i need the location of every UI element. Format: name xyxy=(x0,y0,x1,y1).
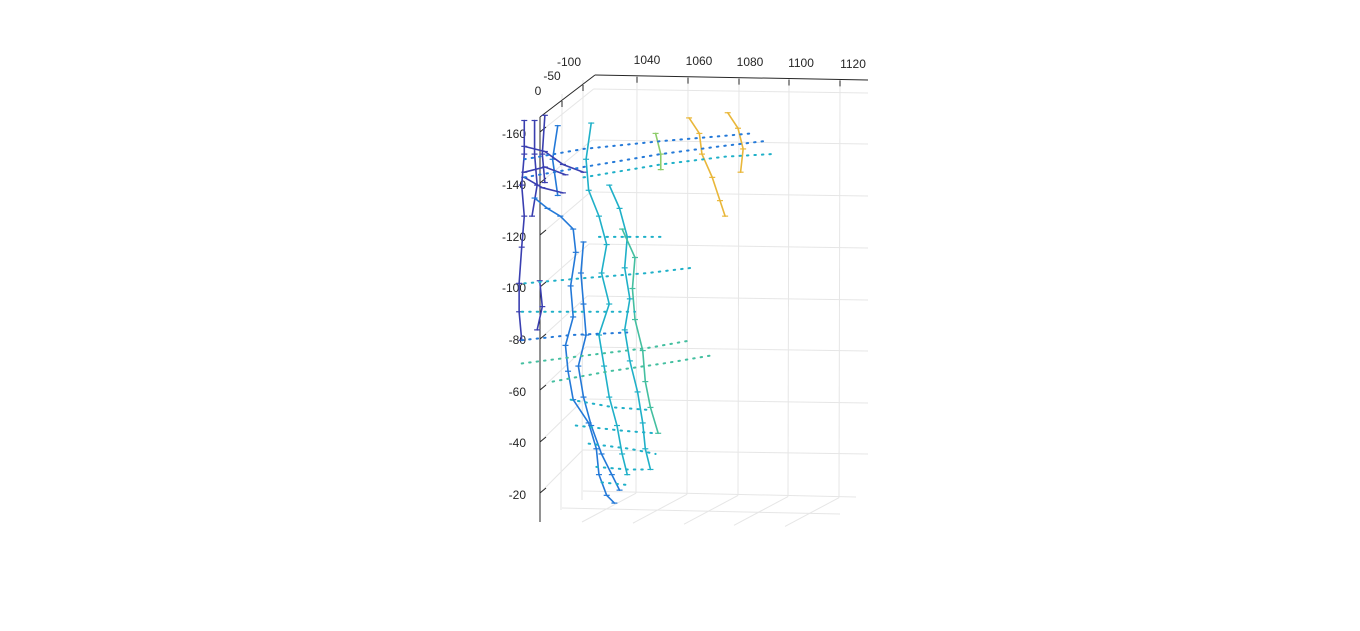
grid-line-z xyxy=(584,398,869,404)
y-tick-label: 0 xyxy=(535,84,542,98)
floor-grid-x xyxy=(784,497,840,527)
side-grid-z xyxy=(539,295,588,340)
grid-layer xyxy=(539,76,869,527)
z-tick-mark xyxy=(539,229,547,236)
floor-grid-x xyxy=(632,493,688,524)
y-axis-line xyxy=(539,74,596,118)
x-tick-label: 1120 xyxy=(840,57,866,71)
floor-grid-y xyxy=(561,507,841,515)
grid-line-x xyxy=(635,76,638,494)
series-line-22 xyxy=(520,331,629,342)
series-line-28 xyxy=(595,465,649,471)
floor-grid-y xyxy=(582,490,857,498)
grid-line-z xyxy=(590,191,869,197)
x-axis-line xyxy=(594,74,869,81)
grid-line-z xyxy=(593,88,869,94)
y-tick-label: -50 xyxy=(543,69,561,83)
series-line-2 xyxy=(541,114,546,184)
series-line-1 xyxy=(531,119,538,217)
grid-line-z xyxy=(588,243,869,249)
x-tick-label: 1080 xyxy=(737,55,764,69)
series-line-11 xyxy=(608,184,652,471)
series-line-15 xyxy=(726,111,744,173)
side-grid-z xyxy=(539,191,591,236)
grid-line-x xyxy=(838,80,841,498)
x-tick-label: 1100 xyxy=(788,56,814,70)
series-line-9 xyxy=(577,241,621,491)
z-tick-mark xyxy=(539,487,547,494)
z-tick-mark xyxy=(539,126,547,133)
series-line-18 xyxy=(582,153,773,179)
floor-grid-x xyxy=(733,496,789,526)
z-tick-mark xyxy=(539,436,547,443)
z-tick-label: -140 xyxy=(502,178,526,192)
series-line-7 xyxy=(523,166,567,176)
side-grid-z xyxy=(539,346,587,391)
z-tick-label: -120 xyxy=(502,230,526,244)
y-tick-label: -100 xyxy=(557,55,581,69)
series-line-27 xyxy=(587,442,657,455)
grid-line-y xyxy=(560,93,563,511)
z-tick-label: -160 xyxy=(502,127,526,141)
z-tick-label: -60 xyxy=(509,385,527,399)
side-grid-z xyxy=(539,139,593,184)
grid-line-z xyxy=(585,346,869,352)
grid-line-z xyxy=(592,139,869,145)
series-line-26 xyxy=(574,424,657,435)
z-tick-mark xyxy=(539,333,547,340)
floor-grid-x xyxy=(581,492,637,523)
series-line-16 xyxy=(523,132,752,161)
z-tick-label: -40 xyxy=(509,436,527,450)
series-line-14 xyxy=(688,117,726,217)
series-line-25 xyxy=(569,398,652,412)
z-tick-mark xyxy=(539,384,547,391)
x-tick-label: 1060 xyxy=(686,54,713,68)
z-tick-label: -100 xyxy=(502,281,526,295)
data-series xyxy=(516,111,773,504)
x-tick-label: 1040 xyxy=(634,53,661,67)
series-line-17 xyxy=(523,140,765,179)
grid-line-z xyxy=(582,449,869,455)
z-tick-label: -20 xyxy=(509,488,527,502)
series-line-29 xyxy=(600,481,629,486)
series-line-23 xyxy=(520,339,693,365)
series-line-6 xyxy=(523,145,585,173)
series-line-24 xyxy=(551,354,711,383)
grid-line-x xyxy=(787,79,790,497)
grid-line-z xyxy=(587,295,869,301)
series-line-12 xyxy=(621,228,659,435)
side-grid-z xyxy=(539,243,590,288)
side-grid-z xyxy=(539,88,594,133)
series-line-20 xyxy=(523,266,693,285)
tick-labels: 1040 1060 1080 1100 1120-100-500-160-140-120… xyxy=(502,53,866,502)
grid-line-x xyxy=(686,77,689,495)
grid-line-x xyxy=(737,78,740,496)
floor-grid-x xyxy=(683,494,739,525)
